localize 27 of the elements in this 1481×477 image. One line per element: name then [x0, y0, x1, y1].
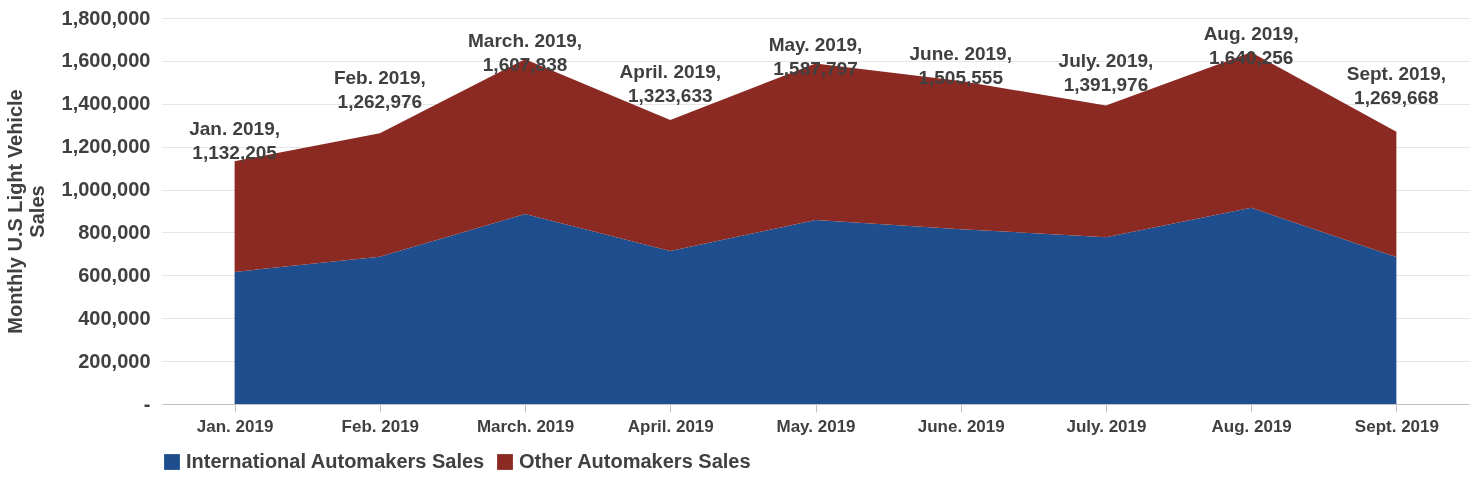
x-tick-label: April. 2019: [627, 416, 714, 436]
total-label: Sept. 2019, 1,269,668: [1346, 62, 1447, 108]
y-tick-label: 200,000: [78, 349, 151, 372]
y-tick-label: 1,600,000: [61, 49, 151, 72]
y-tick-label: 600,000: [78, 263, 151, 286]
x-tick-label: July. 2019: [1066, 416, 1147, 436]
x-tick-label: Jan. 2019: [196, 416, 274, 436]
legend-label: Other Automakers Sales: [519, 450, 751, 472]
x-tick-label: Aug. 2019: [1211, 416, 1292, 436]
y-tick-label: 1,400,000: [61, 92, 151, 115]
total-label: Jan. 2019, 1,132,205: [189, 118, 281, 164]
y-tick-label: 800,000: [78, 220, 151, 243]
total-label: Feb. 2019, 1,262,976: [333, 67, 426, 113]
y-tick-label: 1,200,000: [61, 135, 151, 158]
y-tick-label: 1,000,000: [61, 178, 151, 201]
x-tick-label: Sept. 2019: [1354, 416, 1439, 436]
x-tick-label: May. 2019: [776, 416, 856, 436]
total-label: July. 2019, 1,391,976: [1058, 49, 1154, 95]
y-tick-label: 1,800,000: [61, 6, 151, 29]
total-label: April. 2019, 1,323,633: [619, 60, 721, 106]
y-axis-title: Monthly U.S Light Vehicle Sales: [3, 89, 48, 334]
x-tick-label: June. 2019: [917, 416, 1005, 436]
legend-label: International Automakers Sales: [186, 450, 485, 472]
x-tick-label: Feb. 2019: [341, 416, 420, 436]
y-tick-label: 400,000: [78, 306, 151, 329]
x-tick-label: March. 2019: [476, 416, 575, 436]
y-tick-label: -: [143, 392, 151, 415]
